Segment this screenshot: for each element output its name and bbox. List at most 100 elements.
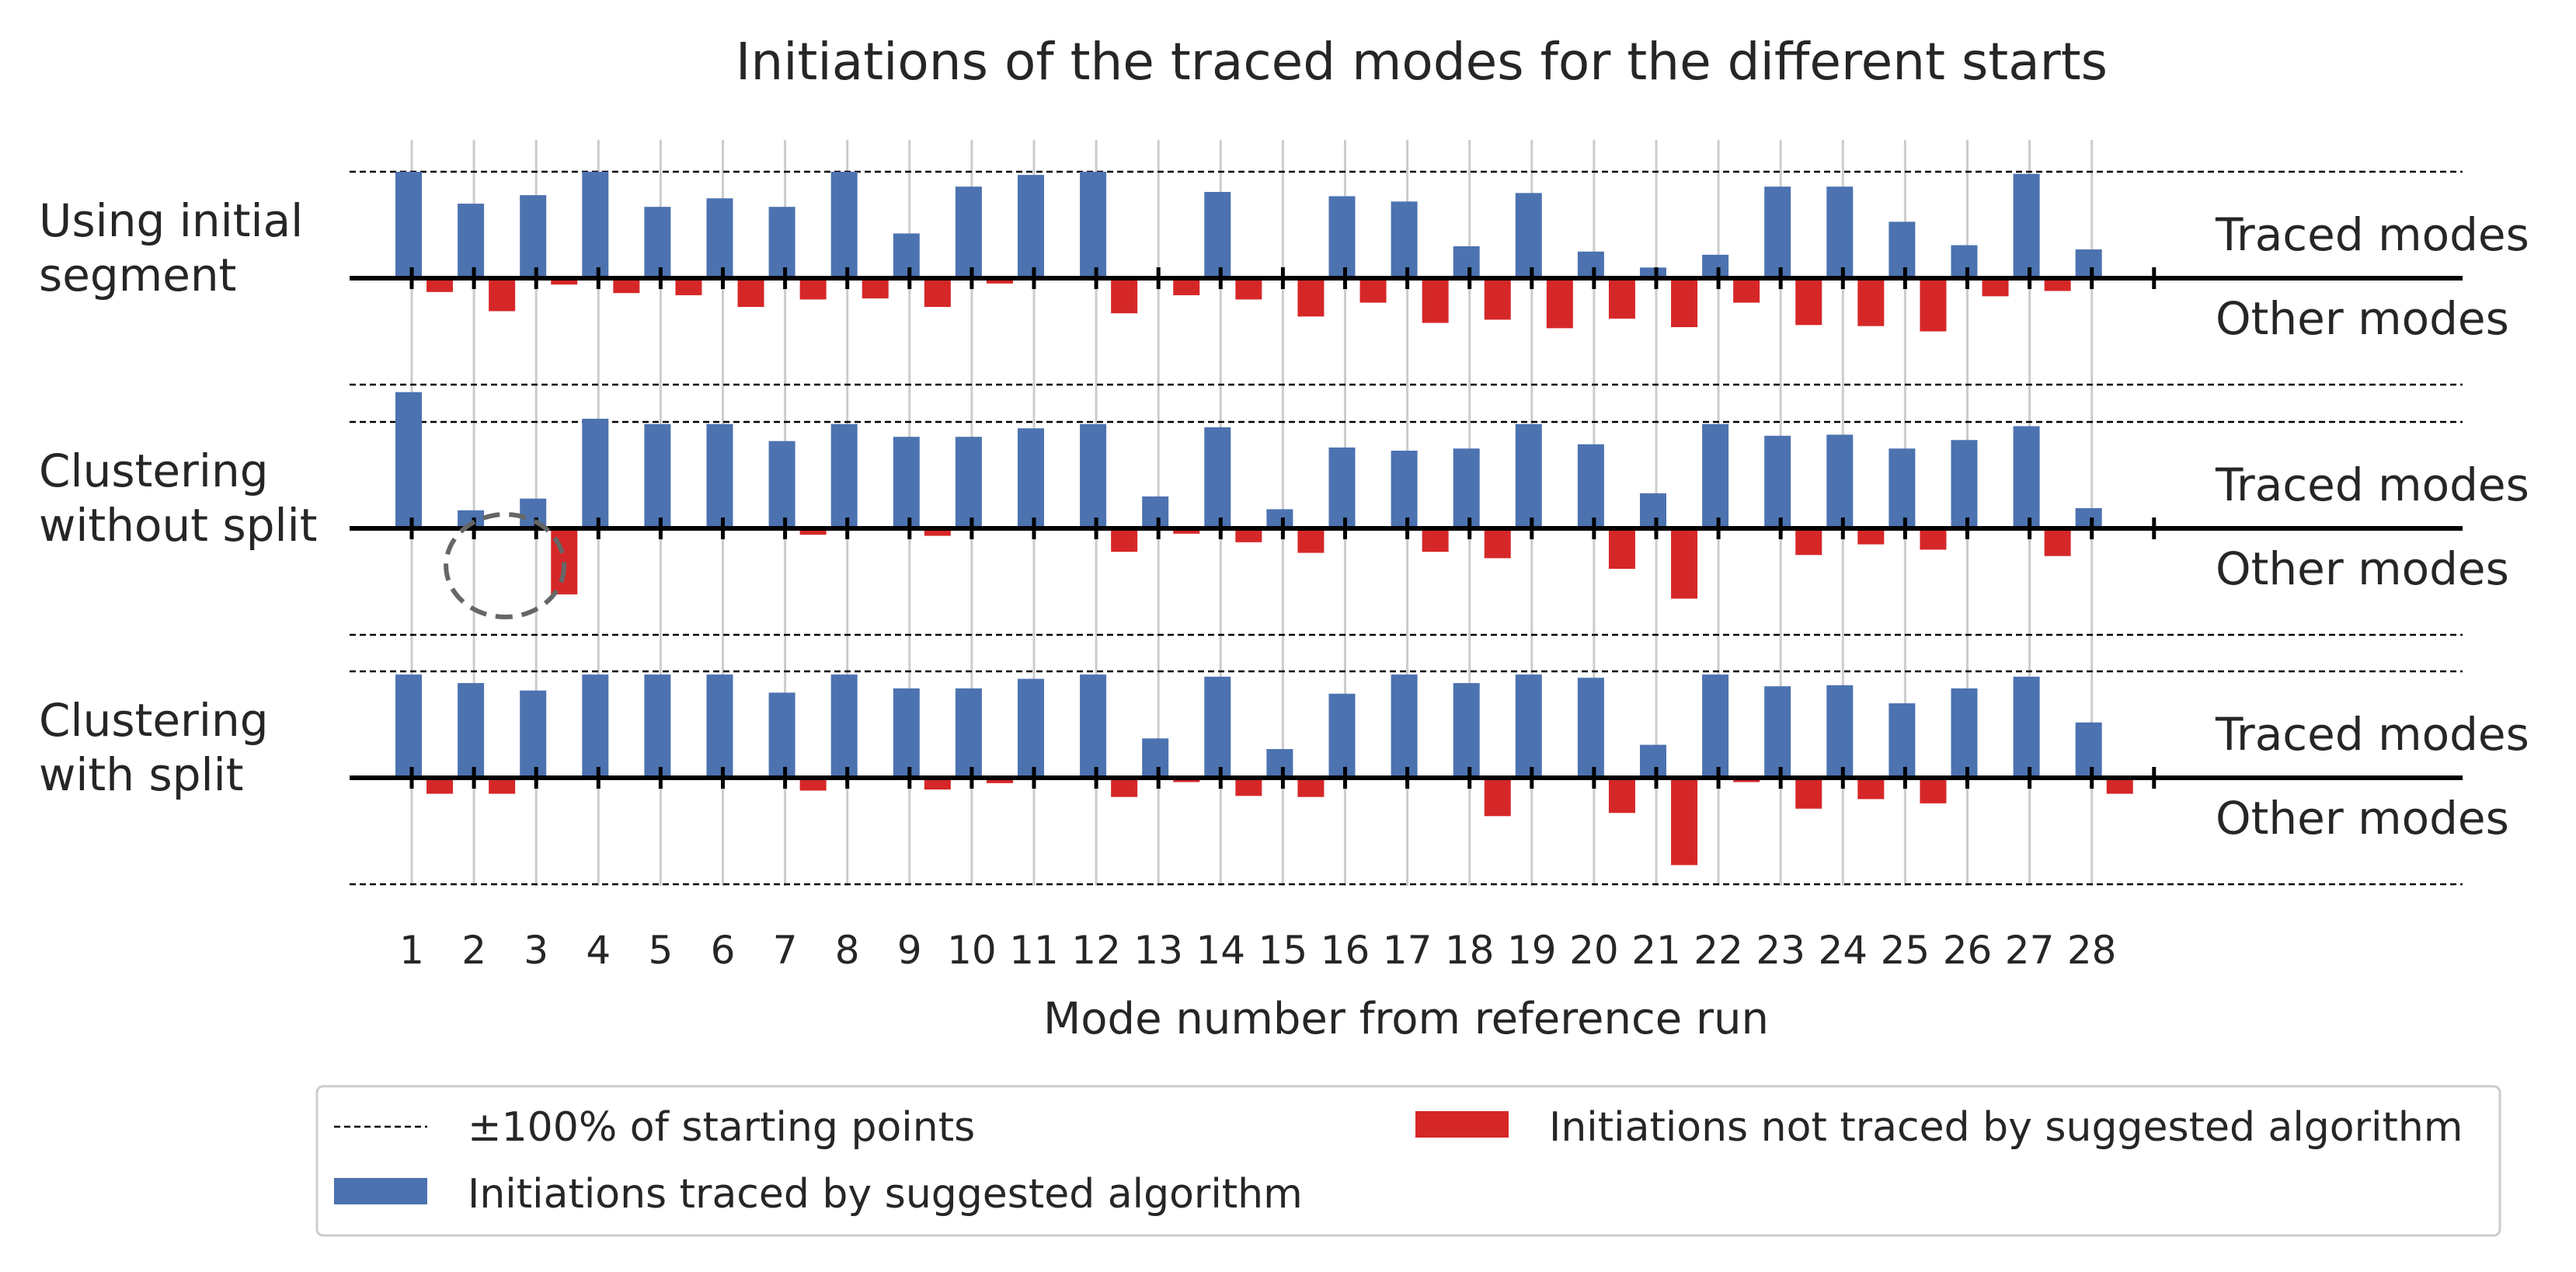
bar-not-traced	[1173, 528, 1200, 534]
panel: Using initial segment Traced modes Other mo…	[39, 170, 2529, 386]
bar-traced	[2075, 722, 2102, 778]
x-tick-label: 18	[1445, 928, 1495, 973]
bar-traced	[830, 674, 858, 778]
x-tick-label: 2	[461, 928, 486, 973]
bar-not-traced	[1297, 278, 1325, 317]
bar-not-traced	[1422, 278, 1449, 323]
x-tick-label: 21	[1631, 928, 1681, 973]
bar-not-traced	[1297, 778, 1325, 797]
panel-label: Using initial segment	[39, 194, 303, 301]
x-tick-label: 14	[1196, 928, 1245, 973]
bar-traced	[1951, 440, 1978, 528]
bar-not-traced	[1982, 278, 2009, 297]
bar-not-traced	[1857, 528, 1885, 545]
bar-traced	[1640, 267, 1666, 278]
bar-traced	[893, 437, 920, 528]
bar-traced	[1515, 193, 1542, 278]
side-label-other: Other modes	[2216, 292, 2509, 345]
bar-not-traced	[2044, 528, 2071, 556]
legend: ±100% of starting points Initiations tra…	[315, 1085, 2501, 1237]
bar-traced	[2075, 507, 2102, 528]
x-tick-label: 5	[648, 928, 673, 973]
side-label-traced: Traced modes	[2215, 458, 2529, 511]
bar-traced	[1826, 685, 1854, 778]
chart-title: Initiations of the traced modes for the …	[736, 32, 2108, 92]
bar-traced	[1640, 744, 1666, 778]
bar-traced	[2013, 426, 2040, 528]
bar-not-traced	[1671, 778, 1698, 866]
x-tick-label: 23	[1756, 928, 1805, 973]
bar-traced	[768, 441, 795, 528]
bar-traced	[1640, 493, 1666, 528]
bar-traced	[1826, 434, 1854, 528]
side-label-other: Other modes	[2216, 542, 2509, 595]
bar-traced	[1080, 172, 1107, 278]
x-tick-label: 1	[399, 928, 424, 973]
bar-not-traced	[1359, 278, 1387, 303]
bar-traced	[1515, 423, 1542, 528]
bar-not-traced	[1111, 278, 1138, 314]
x-tick-label: 6	[711, 928, 736, 973]
x-tick-label: 10	[947, 928, 997, 973]
bar-traced	[1018, 428, 1044, 528]
bar-traced	[644, 207, 671, 278]
bar-traced	[893, 688, 920, 778]
bar-traced	[644, 674, 671, 778]
legend-not-traced-label: Initiations not traced by suggested algo…	[1549, 1104, 2463, 1151]
bar-not-traced	[1546, 278, 1573, 329]
bar-not-traced	[1297, 528, 1325, 553]
x-tick-label: 8	[835, 928, 860, 973]
bar-not-traced	[799, 778, 827, 791]
bar-traced	[1018, 175, 1044, 278]
bar-not-traced	[1920, 528, 1947, 550]
bar-not-traced	[1484, 778, 1511, 817]
bar-traced	[1391, 201, 1418, 278]
legend-not-traced-swatch	[1415, 1111, 1509, 1138]
bar-not-traced	[1733, 278, 1760, 303]
bar-not-traced	[862, 278, 889, 299]
bar-not-traced	[1111, 778, 1138, 797]
bar-traced	[1888, 703, 1916, 778]
bar-not-traced	[924, 278, 951, 307]
bar-not-traced	[1795, 528, 1822, 556]
bar-not-traced	[1920, 278, 1947, 332]
bar-not-traced	[1608, 528, 1635, 570]
bar-traced	[582, 674, 609, 778]
bar-traced	[458, 683, 485, 778]
panel-label: Clustering without split	[39, 444, 317, 552]
bar-traced	[1888, 221, 1916, 278]
bar-not-traced	[1173, 278, 1200, 295]
bar-not-traced	[1235, 778, 1262, 796]
bar-traced	[1453, 448, 1480, 528]
bar-traced	[582, 418, 609, 528]
x-tick-label: 25	[1881, 928, 1930, 973]
bar-traced	[1204, 427, 1231, 528]
bar-traced	[458, 204, 485, 278]
bar-traced	[1453, 683, 1480, 778]
bar-traced	[395, 674, 422, 778]
bar-not-traced	[799, 528, 827, 535]
bar-traced	[955, 688, 982, 778]
x-tick-label: 12	[1071, 928, 1121, 973]
bar-not-traced	[426, 778, 454, 794]
bar-not-traced	[1795, 278, 1822, 326]
x-tick-label: 26	[1943, 928, 1993, 973]
panels: Using initial segment Traced modes Other mo…	[39, 140, 2529, 886]
bar-not-traced	[1920, 778, 1947, 803]
bar-traced	[1702, 423, 1729, 528]
bar-not-traced	[613, 278, 640, 294]
bar-not-traced	[1671, 528, 1698, 599]
bar-traced	[1453, 246, 1480, 278]
bar-traced	[706, 674, 733, 778]
x-tick-label: 13	[1133, 928, 1183, 973]
x-tick-label: 3	[524, 928, 548, 973]
bar-traced	[520, 690, 547, 778]
x-tick-label: 22	[1694, 928, 1743, 973]
panel: Clustering with split Traced modes Other mo…	[39, 670, 2529, 886]
bar-not-traced	[737, 278, 764, 307]
bar-traced	[1142, 738, 1169, 778]
bar-traced	[520, 195, 547, 278]
bar-traced	[1266, 749, 1293, 778]
bar-traced	[458, 510, 485, 528]
bar-traced	[582, 172, 609, 278]
